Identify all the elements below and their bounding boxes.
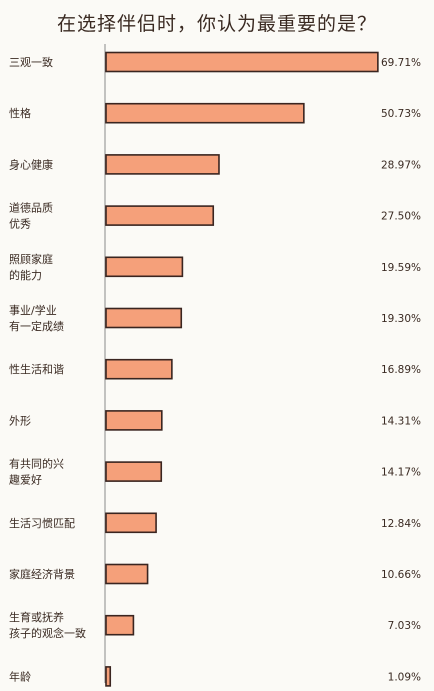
bar-6 — [105, 358, 173, 380]
value-label-5: 19.30% — [381, 313, 421, 325]
bar-10 — [105, 563, 149, 585]
bar-0 — [105, 51, 379, 73]
category-label-10: 家庭经济背景 — [9, 567, 75, 581]
category-label-0: 三观一致 — [9, 55, 53, 69]
value-label-2: 28.97% — [381, 159, 421, 171]
category-label-4-line-1: 的能力 — [9, 268, 42, 282]
value-label-8: 14.17% — [381, 467, 421, 479]
bar-3 — [105, 205, 215, 226]
value-label-4: 19.59% — [381, 262, 421, 274]
bar-11 — [105, 614, 135, 636]
value-label-0: 69.71% — [381, 57, 421, 69]
category-label-3-line-1: 优秀 — [9, 218, 31, 231]
bar-12 — [105, 666, 112, 687]
category-label-8-line-0: 有共同的兴 — [9, 457, 64, 471]
category-label-3-line-0: 道德品质 — [9, 201, 53, 215]
bar-1 — [105, 102, 305, 124]
value-label-3: 27.50% — [381, 211, 421, 223]
category-label-6: 性生活和谐 — [9, 362, 64, 376]
category-label-11-line-1: 孩子的观念一致 — [9, 626, 86, 640]
chart-title: 在选择伴侣时，你认为最重要的是？ — [57, 13, 377, 35]
category-label-1: 性格 — [9, 106, 31, 120]
category-label-7: 外形 — [9, 414, 31, 427]
value-label-7: 14.31% — [381, 415, 421, 427]
bar-2 — [105, 154, 220, 175]
value-label-1: 50.73% — [381, 108, 421, 120]
bar-8 — [105, 461, 163, 482]
bar-5 — [105, 307, 183, 329]
value-label-11: 7.03% — [388, 620, 421, 632]
category-label-5-line-1: 有一定成绩 — [9, 319, 64, 333]
value-label-9: 12.84% — [381, 518, 421, 530]
category-label-5-line-0: 事业/学业 — [9, 303, 57, 317]
value-label-12: 1.09% — [388, 671, 421, 683]
category-label-12: 年龄 — [9, 669, 31, 683]
category-label-8-line-1: 趣爱好 — [9, 473, 42, 487]
category-label-4-line-0: 照顾家庭 — [9, 252, 53, 266]
category-label-2: 身心健康 — [9, 157, 53, 171]
category-label-11-line-0: 生育或抚养 — [9, 610, 64, 624]
bar-4 — [105, 256, 184, 278]
bar-7 — [105, 410, 163, 431]
value-label-10: 10.66% — [381, 569, 421, 581]
bar-9 — [105, 512, 157, 534]
value-label-6: 16.89% — [381, 364, 421, 376]
category-label-9: 生活习惯匹配 — [9, 516, 75, 530]
